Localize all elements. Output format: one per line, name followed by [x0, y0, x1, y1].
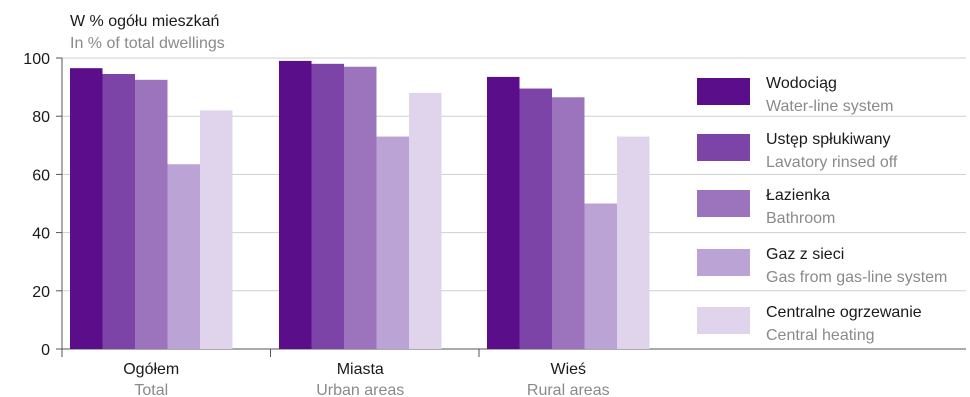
legend-label: Centralne ogrzewanie	[766, 304, 922, 321]
bar	[102, 74, 135, 349]
y-axis-title-en: In % of total dwellings	[70, 35, 225, 52]
bar	[135, 79, 168, 349]
bar	[584, 203, 617, 349]
legend-swatch	[697, 190, 750, 217]
bar	[552, 97, 585, 349]
legend-label-en: Water-line system	[766, 98, 893, 115]
legend-label: Ustęp spłukiwany	[766, 131, 891, 148]
legend: Wodociąg Water-line system Ustęp spłukiwan…	[697, 75, 947, 344]
x-axis: Ogółem Total Miasta Urban areas Wieś Rural ar…	[61, 349, 610, 397]
legend-label-en: Gas from gas-line system	[766, 269, 947, 286]
legend-label-en: Lavatory rinsed off	[766, 154, 898, 171]
y-tick-label: 0	[41, 342, 50, 359]
y-tick-label: 100	[23, 51, 50, 68]
bar	[311, 63, 344, 349]
x-category-label-en: Rural areas	[527, 382, 610, 397]
x-category-label: Wieś	[550, 361, 586, 378]
y-tick-label: 20	[32, 284, 50, 301]
legend-label-en: Central heating	[766, 327, 875, 344]
legend-label: Łazienka	[766, 187, 830, 204]
y-axis-title-pl: W % ogółu mieszkań	[70, 13, 219, 30]
y-tick-label: 60	[32, 167, 50, 184]
bar	[617, 136, 650, 349]
bar	[487, 76, 520, 349]
x-category-label-en: Urban areas	[316, 382, 404, 397]
bar	[200, 110, 233, 349]
y-tick-label: 80	[32, 109, 50, 126]
x-category-label-en: Total	[134, 382, 168, 397]
bar	[409, 92, 442, 350]
bar	[279, 60, 312, 349]
legend-swatch	[697, 78, 750, 105]
legend-label-en: Bathroom	[766, 210, 835, 227]
bars	[70, 60, 650, 350]
bar	[167, 164, 200, 349]
bar	[376, 136, 409, 349]
legend-swatch	[697, 307, 750, 334]
bar	[519, 88, 552, 350]
legend-label: Gaz z sieci	[766, 246, 844, 263]
bar	[70, 68, 103, 349]
y-tick-label: 40	[32, 226, 50, 243]
x-category-label: Miasta	[337, 361, 384, 378]
legend-swatch	[697, 249, 750, 276]
bar	[344, 66, 377, 349]
legend-swatch	[697, 134, 750, 161]
legend-label: Wodociąg	[766, 75, 837, 92]
x-category-label: Ogółem	[123, 361, 179, 378]
y-axis-ticks: 0 20 40 60 80 100	[23, 51, 63, 359]
